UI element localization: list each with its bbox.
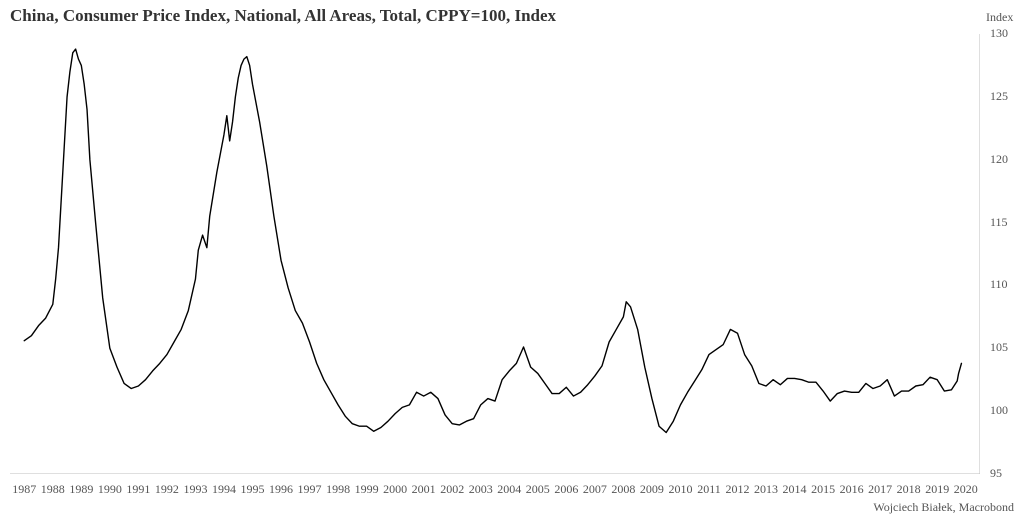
x-tick-label: 2018 xyxy=(897,482,921,497)
y-tick-label: 100 xyxy=(990,403,1008,418)
x-tick-label: 1991 xyxy=(126,482,150,497)
x-tick-label: 1994 xyxy=(212,482,236,497)
y-axis-title: Index xyxy=(986,10,1013,25)
y-tick-label: 110 xyxy=(990,277,1008,292)
cpi-chart: China, Consumer Price Index, National, A… xyxy=(0,0,1024,520)
x-tick-label: 2012 xyxy=(726,482,750,497)
x-tick-label: 2002 xyxy=(440,482,464,497)
x-tick-label: 2001 xyxy=(412,482,436,497)
x-tick-label: 2005 xyxy=(526,482,550,497)
x-tick-label: 1987 xyxy=(12,482,36,497)
x-tick-label: 2009 xyxy=(640,482,664,497)
x-tick-label: 2011 xyxy=(697,482,721,497)
x-tick-label: 2019 xyxy=(925,482,949,497)
x-tick-label: 2000 xyxy=(383,482,407,497)
x-tick-label: 2020 xyxy=(954,482,978,497)
plot-area xyxy=(10,34,980,474)
x-tick-label: 1997 xyxy=(298,482,322,497)
y-tick-label: 130 xyxy=(990,26,1008,41)
x-tick-label: 1996 xyxy=(269,482,293,497)
x-tick-label: 1988 xyxy=(41,482,65,497)
x-tick-label: 2017 xyxy=(868,482,892,497)
x-tick-label: 2008 xyxy=(611,482,635,497)
x-tick-label: 2014 xyxy=(783,482,807,497)
y-tick-label: 120 xyxy=(990,152,1008,167)
x-tick-label: 1998 xyxy=(326,482,350,497)
x-tick-label: 1989 xyxy=(69,482,93,497)
source-attribution: Wojciech Białek, Macrobond xyxy=(873,500,1014,515)
x-tick-label: 2006 xyxy=(554,482,578,497)
x-tick-label: 1992 xyxy=(155,482,179,497)
y-tick-label: 105 xyxy=(990,340,1008,355)
y-tick-label: 115 xyxy=(990,215,1008,230)
x-tick-label: 1995 xyxy=(241,482,265,497)
series-line xyxy=(24,49,961,432)
x-tick-label: 2016 xyxy=(840,482,864,497)
x-tick-label: 2004 xyxy=(497,482,521,497)
x-tick-label: 2007 xyxy=(583,482,607,497)
x-tick-label: 2013 xyxy=(754,482,778,497)
x-tick-label: 1999 xyxy=(355,482,379,497)
x-tick-label: 2015 xyxy=(811,482,835,497)
y-tick-label: 95 xyxy=(990,466,1002,481)
x-tick-label: 1990 xyxy=(98,482,122,497)
x-tick-label: 2003 xyxy=(469,482,493,497)
chart-title: China, Consumer Price Index, National, A… xyxy=(10,6,556,26)
x-tick-label: 2010 xyxy=(668,482,692,497)
x-tick-label: 1993 xyxy=(183,482,207,497)
y-tick-label: 125 xyxy=(990,89,1008,104)
